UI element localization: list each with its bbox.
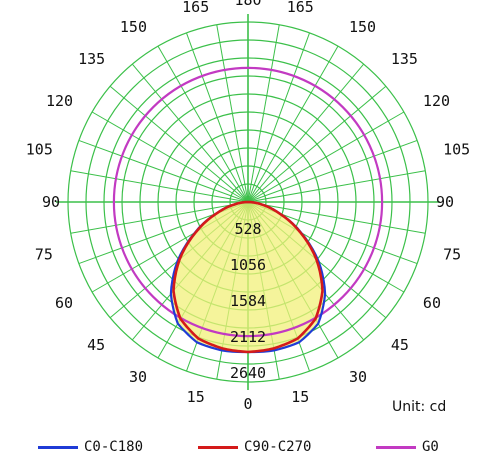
grid-spoke-14	[247, 63, 365, 203]
legend-label-c0-c180: C0-C180	[84, 439, 144, 455]
grid-spoke-28	[70, 201, 249, 234]
angle-tick-labels: 0 15 30 45 60 75 90 105 120 135 150 165 180 15 30 45 60 7…	[26, 0, 470, 413]
legend-label-g0: G0	[422, 439, 439, 455]
grid-spoke-10	[247, 170, 426, 203]
angle-label-left-15: 15	[187, 388, 205, 406]
legend-label-c90-c270: C90-C270	[244, 439, 312, 455]
lobe-fill	[170, 202, 326, 352]
angle-label-right-60: 60	[423, 294, 441, 312]
angle-label-left-120: 120	[46, 92, 73, 110]
angle-label-right-135: 135	[391, 50, 418, 68]
radial-tick-label-2112: 2112	[230, 328, 266, 346]
grid-spoke-20	[185, 32, 249, 203]
angle-label-top-180: 180	[234, 0, 261, 9]
angle-label-left-45: 45	[87, 336, 105, 354]
angle-label-left-60: 60	[55, 294, 73, 312]
grid-spoke-15	[247, 45, 339, 203]
radial-tick-label-1056: 1056	[230, 256, 266, 274]
angle-label-left-135: 135	[78, 50, 105, 68]
radial-tick-label-528: 528	[234, 220, 261, 238]
grid-spoke-21	[157, 45, 249, 203]
legend-item-g0: G0	[376, 436, 439, 458]
grid-spoke-24	[91, 111, 249, 203]
angle-label-left-30: 30	[129, 368, 147, 386]
unit-label: Unit: cd	[392, 399, 447, 415]
angle-label-left-150: 150	[120, 18, 147, 36]
radial-tick-label-1584: 1584	[230, 292, 266, 310]
series-lines	[112, 66, 384, 354]
grid-spoke-25	[78, 139, 249, 203]
angle-label-left-105: 105	[26, 141, 53, 159]
radial-tick-label-2640: 2640	[230, 364, 266, 382]
grid-spoke-26	[70, 170, 249, 203]
grid-spoke-11	[247, 139, 418, 203]
grid-spoke-13	[247, 85, 387, 203]
grid-spoke-17	[247, 24, 280, 203]
angle-label-left-75: 75	[35, 245, 53, 263]
grid-spoke-19	[216, 24, 249, 203]
legend-swatch-c0-c180	[38, 445, 78, 449]
intensity-fill	[170, 202, 326, 352]
grid-spoke-12	[247, 111, 405, 203]
grid-spoke-22	[131, 63, 249, 203]
angle-label-left-165: 165	[182, 0, 209, 16]
angle-label-right-30: 30	[349, 368, 367, 386]
angle-label-right-105: 105	[443, 141, 470, 159]
legend-swatch-g0	[376, 445, 416, 449]
angle-label-right-90: 90	[436, 193, 454, 211]
legend-item-c0-c180: C0-C180	[38, 436, 143, 458]
angle-label-bottom-0: 0	[243, 395, 252, 413]
angle-label-right-120: 120	[423, 92, 450, 110]
legend-item-c90-c270: C90-C270	[198, 436, 311, 458]
grid-spoke-23	[109, 85, 249, 203]
series-c90-c270	[172, 200, 324, 354]
angle-label-right-150: 150	[349, 18, 376, 36]
angle-label-right-45: 45	[391, 336, 409, 354]
series-g0	[112, 66, 384, 338]
angle-label-right-75: 75	[443, 245, 461, 263]
angle-label-left-90: 90	[42, 193, 60, 211]
radial-tick-labels: 528 1056 1584 2112 2640	[230, 220, 266, 382]
grid-spoke-8	[247, 201, 426, 234]
legend-swatch-c90-c270	[198, 445, 238, 449]
angle-label-right-165: 165	[287, 0, 314, 16]
grid-spoke-16	[247, 32, 311, 203]
angle-label-right-15: 15	[291, 388, 309, 406]
legend: C0-C180 C90-C270 G0	[38, 436, 483, 458]
